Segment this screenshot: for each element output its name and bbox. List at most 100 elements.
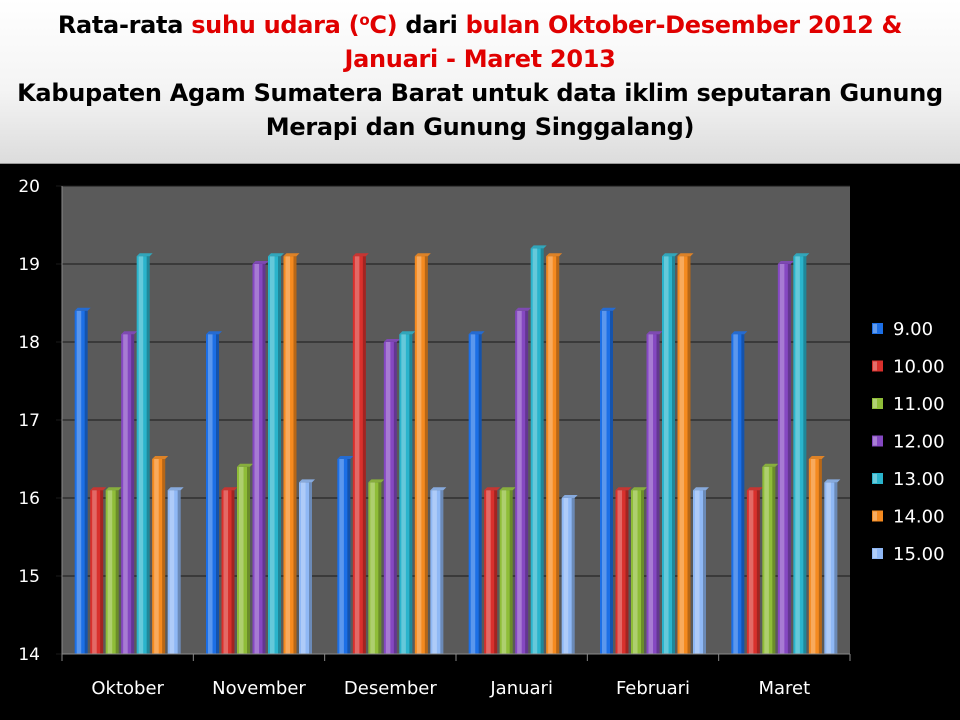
bar-top bbox=[283, 253, 300, 257]
bar-highlight bbox=[239, 466, 244, 654]
bar-body bbox=[74, 310, 88, 654]
bar-highlight bbox=[354, 256, 360, 654]
bar-shade bbox=[509, 490, 513, 654]
title-line-1: Rata-rata suhu udara (oC) dari bulan Okt… bbox=[0, 8, 960, 42]
x-category-label: Maret bbox=[758, 678, 810, 699]
bar-top bbox=[824, 479, 841, 483]
chart-title: Rata-rata suhu udara (oC) dari bulan Okt… bbox=[0, 0, 960, 164]
legend-item: 15.00 bbox=[872, 544, 945, 565]
bar-shade bbox=[362, 256, 366, 654]
bar-highlight bbox=[223, 490, 229, 654]
bar-highlight bbox=[107, 490, 113, 654]
bar-shade bbox=[278, 256, 281, 654]
bar-highlight bbox=[679, 256, 685, 654]
bar-shade bbox=[540, 248, 544, 654]
bar-highlight bbox=[470, 334, 476, 654]
bar bbox=[299, 479, 315, 654]
legend-swatch bbox=[872, 473, 883, 484]
bar-highlight bbox=[695, 490, 700, 654]
legend-label: 13.00 bbox=[893, 469, 945, 490]
title-line-3: Kabupaten Agam Sumatera Barat untuk data… bbox=[17, 79, 943, 107]
bar-top bbox=[167, 487, 184, 491]
bar-highlight bbox=[138, 256, 144, 654]
degree-superscript: o bbox=[359, 11, 370, 29]
bar-shade bbox=[162, 459, 166, 654]
bar bbox=[352, 253, 369, 654]
legend-label: 12.00 bbox=[893, 432, 945, 453]
bar bbox=[414, 253, 431, 654]
bar-body bbox=[777, 264, 791, 654]
bar-top bbox=[646, 331, 663, 335]
bar-body bbox=[221, 490, 235, 654]
bar-top bbox=[221, 487, 238, 491]
bar-shade bbox=[656, 334, 660, 654]
bar-highlight bbox=[795, 256, 800, 654]
bar-shade bbox=[115, 490, 119, 654]
bar bbox=[136, 253, 153, 654]
title-text-red-part: C) bbox=[369, 11, 398, 39]
bar-body bbox=[677, 256, 691, 654]
bar-top bbox=[383, 339, 400, 342]
title-line-2: Januari - Maret 2013 bbox=[344, 45, 616, 73]
bar-highlight bbox=[401, 334, 406, 654]
bar bbox=[600, 307, 616, 654]
legend-swatch-highlight bbox=[873, 399, 877, 408]
bar-top bbox=[793, 253, 810, 257]
x-axis-category-labels: Oktober November Desember Januari Februari Ma… bbox=[91, 678, 810, 699]
legend-item: 13.00 bbox=[872, 469, 945, 490]
bar-highlight bbox=[532, 248, 538, 654]
y-tick-label: 18 bbox=[18, 333, 40, 353]
bar-body bbox=[352, 256, 366, 654]
bar bbox=[646, 331, 663, 654]
bar-body bbox=[662, 256, 675, 654]
bar-body bbox=[368, 482, 382, 654]
bar-top bbox=[762, 463, 779, 467]
bar-highlight bbox=[416, 256, 422, 654]
bar-shade bbox=[293, 256, 297, 654]
y-tick-label: 14 bbox=[18, 645, 40, 665]
x-category-label: Desember bbox=[344, 678, 437, 699]
bar-highlight bbox=[826, 482, 831, 654]
title-text-red: suhu udara (oC) bbox=[191, 11, 397, 39]
bar bbox=[90, 487, 107, 654]
bar bbox=[777, 261, 794, 654]
bar bbox=[337, 456, 354, 654]
bar-highlight bbox=[563, 498, 569, 654]
bar-shade bbox=[84, 310, 88, 654]
bar-top bbox=[368, 479, 385, 483]
bar-top bbox=[662, 253, 678, 257]
bar-body bbox=[499, 490, 513, 654]
bar bbox=[677, 253, 694, 654]
bar bbox=[746, 487, 763, 654]
bar-highlight bbox=[301, 482, 306, 654]
bar-highlight bbox=[764, 466, 769, 654]
bar-body bbox=[824, 482, 838, 654]
bar bbox=[546, 253, 563, 654]
bar-top bbox=[808, 456, 825, 459]
bar-body bbox=[646, 334, 660, 654]
legend-label: 15.00 bbox=[893, 544, 945, 565]
bar-shade bbox=[247, 466, 250, 654]
bar-shade bbox=[625, 490, 629, 654]
bar-body bbox=[337, 459, 351, 654]
bar-highlight bbox=[76, 310, 82, 654]
bar bbox=[74, 307, 91, 654]
legend-swatch bbox=[872, 548, 883, 559]
x-category-label: Oktober bbox=[91, 678, 164, 699]
bar-highlight bbox=[92, 490, 97, 654]
bar-highlight bbox=[123, 334, 128, 654]
bar-top bbox=[746, 487, 763, 491]
bar-body bbox=[631, 490, 644, 654]
bar-top bbox=[499, 487, 516, 491]
bar bbox=[808, 456, 825, 654]
bar-top bbox=[121, 331, 138, 335]
y-tick-label: 16 bbox=[18, 489, 40, 509]
bar-body bbox=[484, 490, 498, 654]
bar-body bbox=[600, 310, 613, 654]
bar bbox=[152, 456, 169, 654]
bar-highlight bbox=[648, 334, 654, 654]
bar-body bbox=[167, 490, 181, 654]
bar-top bbox=[468, 331, 485, 335]
bar-top bbox=[777, 261, 794, 264]
bar-body bbox=[206, 334, 219, 654]
